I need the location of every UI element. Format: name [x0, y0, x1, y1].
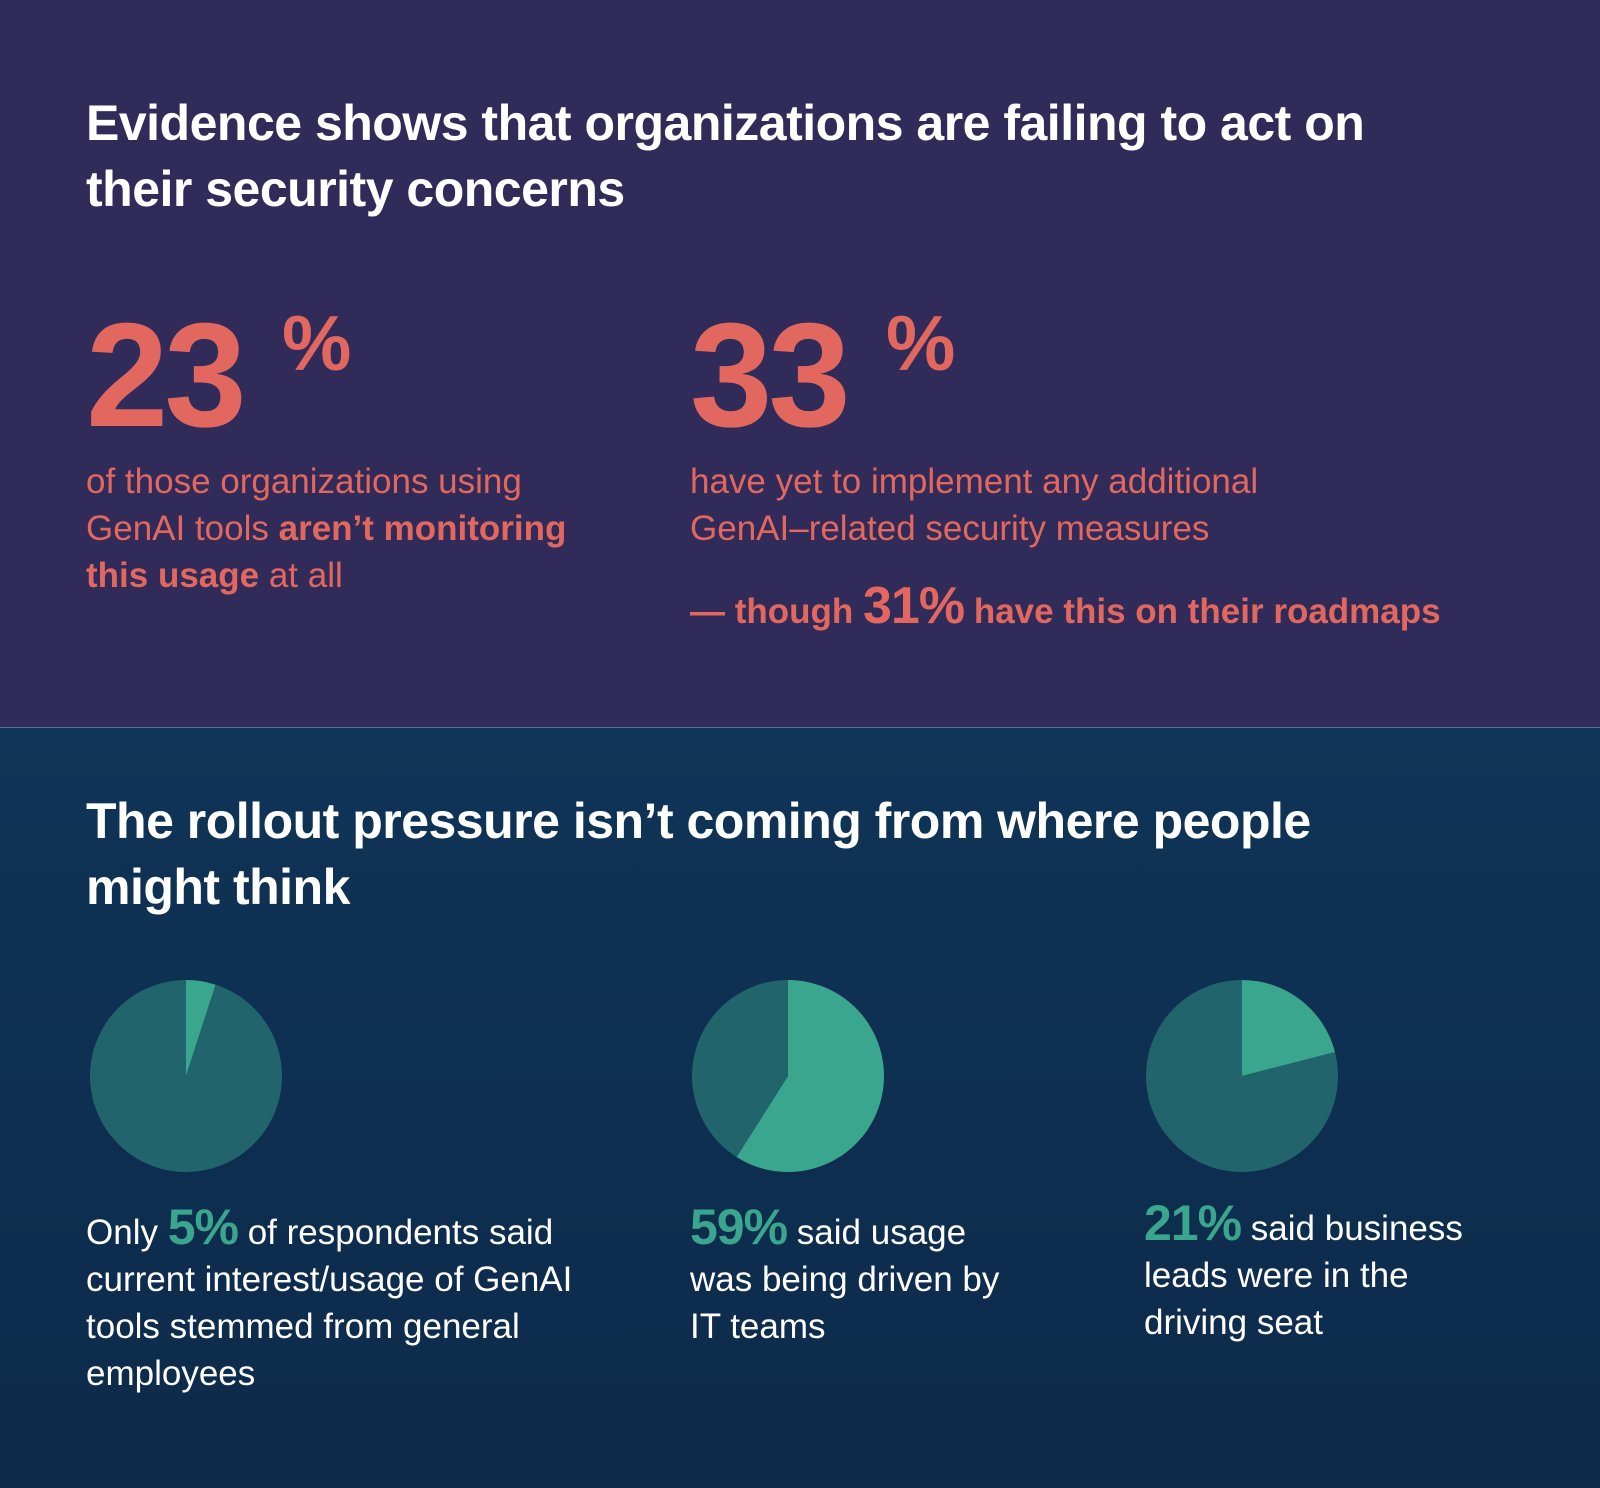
stat-left-text-b: at all: [259, 556, 343, 595]
pie-caption-employees: Only 5% of respondents said current inte…: [86, 1202, 586, 1397]
pie-slice-highlight: [186, 980, 216, 1076]
section1-heading: Evidence shows that organizations are fa…: [86, 95, 1365, 217]
stat-left-pct: %: [282, 299, 352, 387]
pie-slice-highlight: [1242, 980, 1335, 1076]
pie-slice-highlight: [736, 980, 884, 1172]
caption-highlight: 5%: [167, 1199, 239, 1255]
pie-slice-rest: [89, 980, 282, 1172]
section-divider: [0, 727, 1600, 728]
pie-chart-business-leads: [1146, 980, 1338, 1172]
caption-pre: Only: [86, 1213, 168, 1252]
pie-chart-it-teams: [692, 980, 884, 1172]
roadmap-note: — though 31% have this on their roadmaps: [690, 578, 1441, 640]
pie-caption-business-leads: 21% said business leads were in the driv…: [1144, 1198, 1514, 1346]
pie-slice-rest: [1146, 980, 1338, 1172]
pie-chart-employees: [89, 980, 282, 1172]
roadmap-text-b: have this on their roadmaps: [964, 592, 1441, 631]
stat-right-pct: %: [886, 299, 956, 387]
pie-caption-it-teams: 59% said usage was being driven by IT te…: [690, 1202, 1020, 1350]
stat-left-text-bold: aren’t monitoring this usage: [86, 509, 567, 595]
roadmap-text-a: — though: [690, 592, 864, 631]
stat-right-value: 33: [690, 293, 851, 458]
caption-post: said business leads were in the driving …: [1144, 1209, 1463, 1342]
caption-highlight: 21%: [1144, 1195, 1242, 1251]
stat-right-text: have yet to implement any additional Gen…: [690, 462, 1259, 548]
stat-left-text: of those organizations using GenAI tools…: [86, 458, 606, 599]
top-section: [0, 0, 1600, 727]
roadmap-pct: 31%: [863, 577, 965, 635]
caption-post: said usage was being driven by IT teams: [690, 1213, 1000, 1346]
stat-left-text-a: of those organizations using GenAI tools: [86, 462, 522, 548]
caption-highlight: 59%: [690, 1199, 788, 1255]
section2-heading: The rollout pressure isn’t coming from w…: [86, 793, 1311, 915]
caption-post: of respondents said current interest/usa…: [86, 1213, 573, 1393]
pie-slice-rest: [692, 980, 788, 1158]
stat-left-value: 23: [86, 293, 247, 458]
